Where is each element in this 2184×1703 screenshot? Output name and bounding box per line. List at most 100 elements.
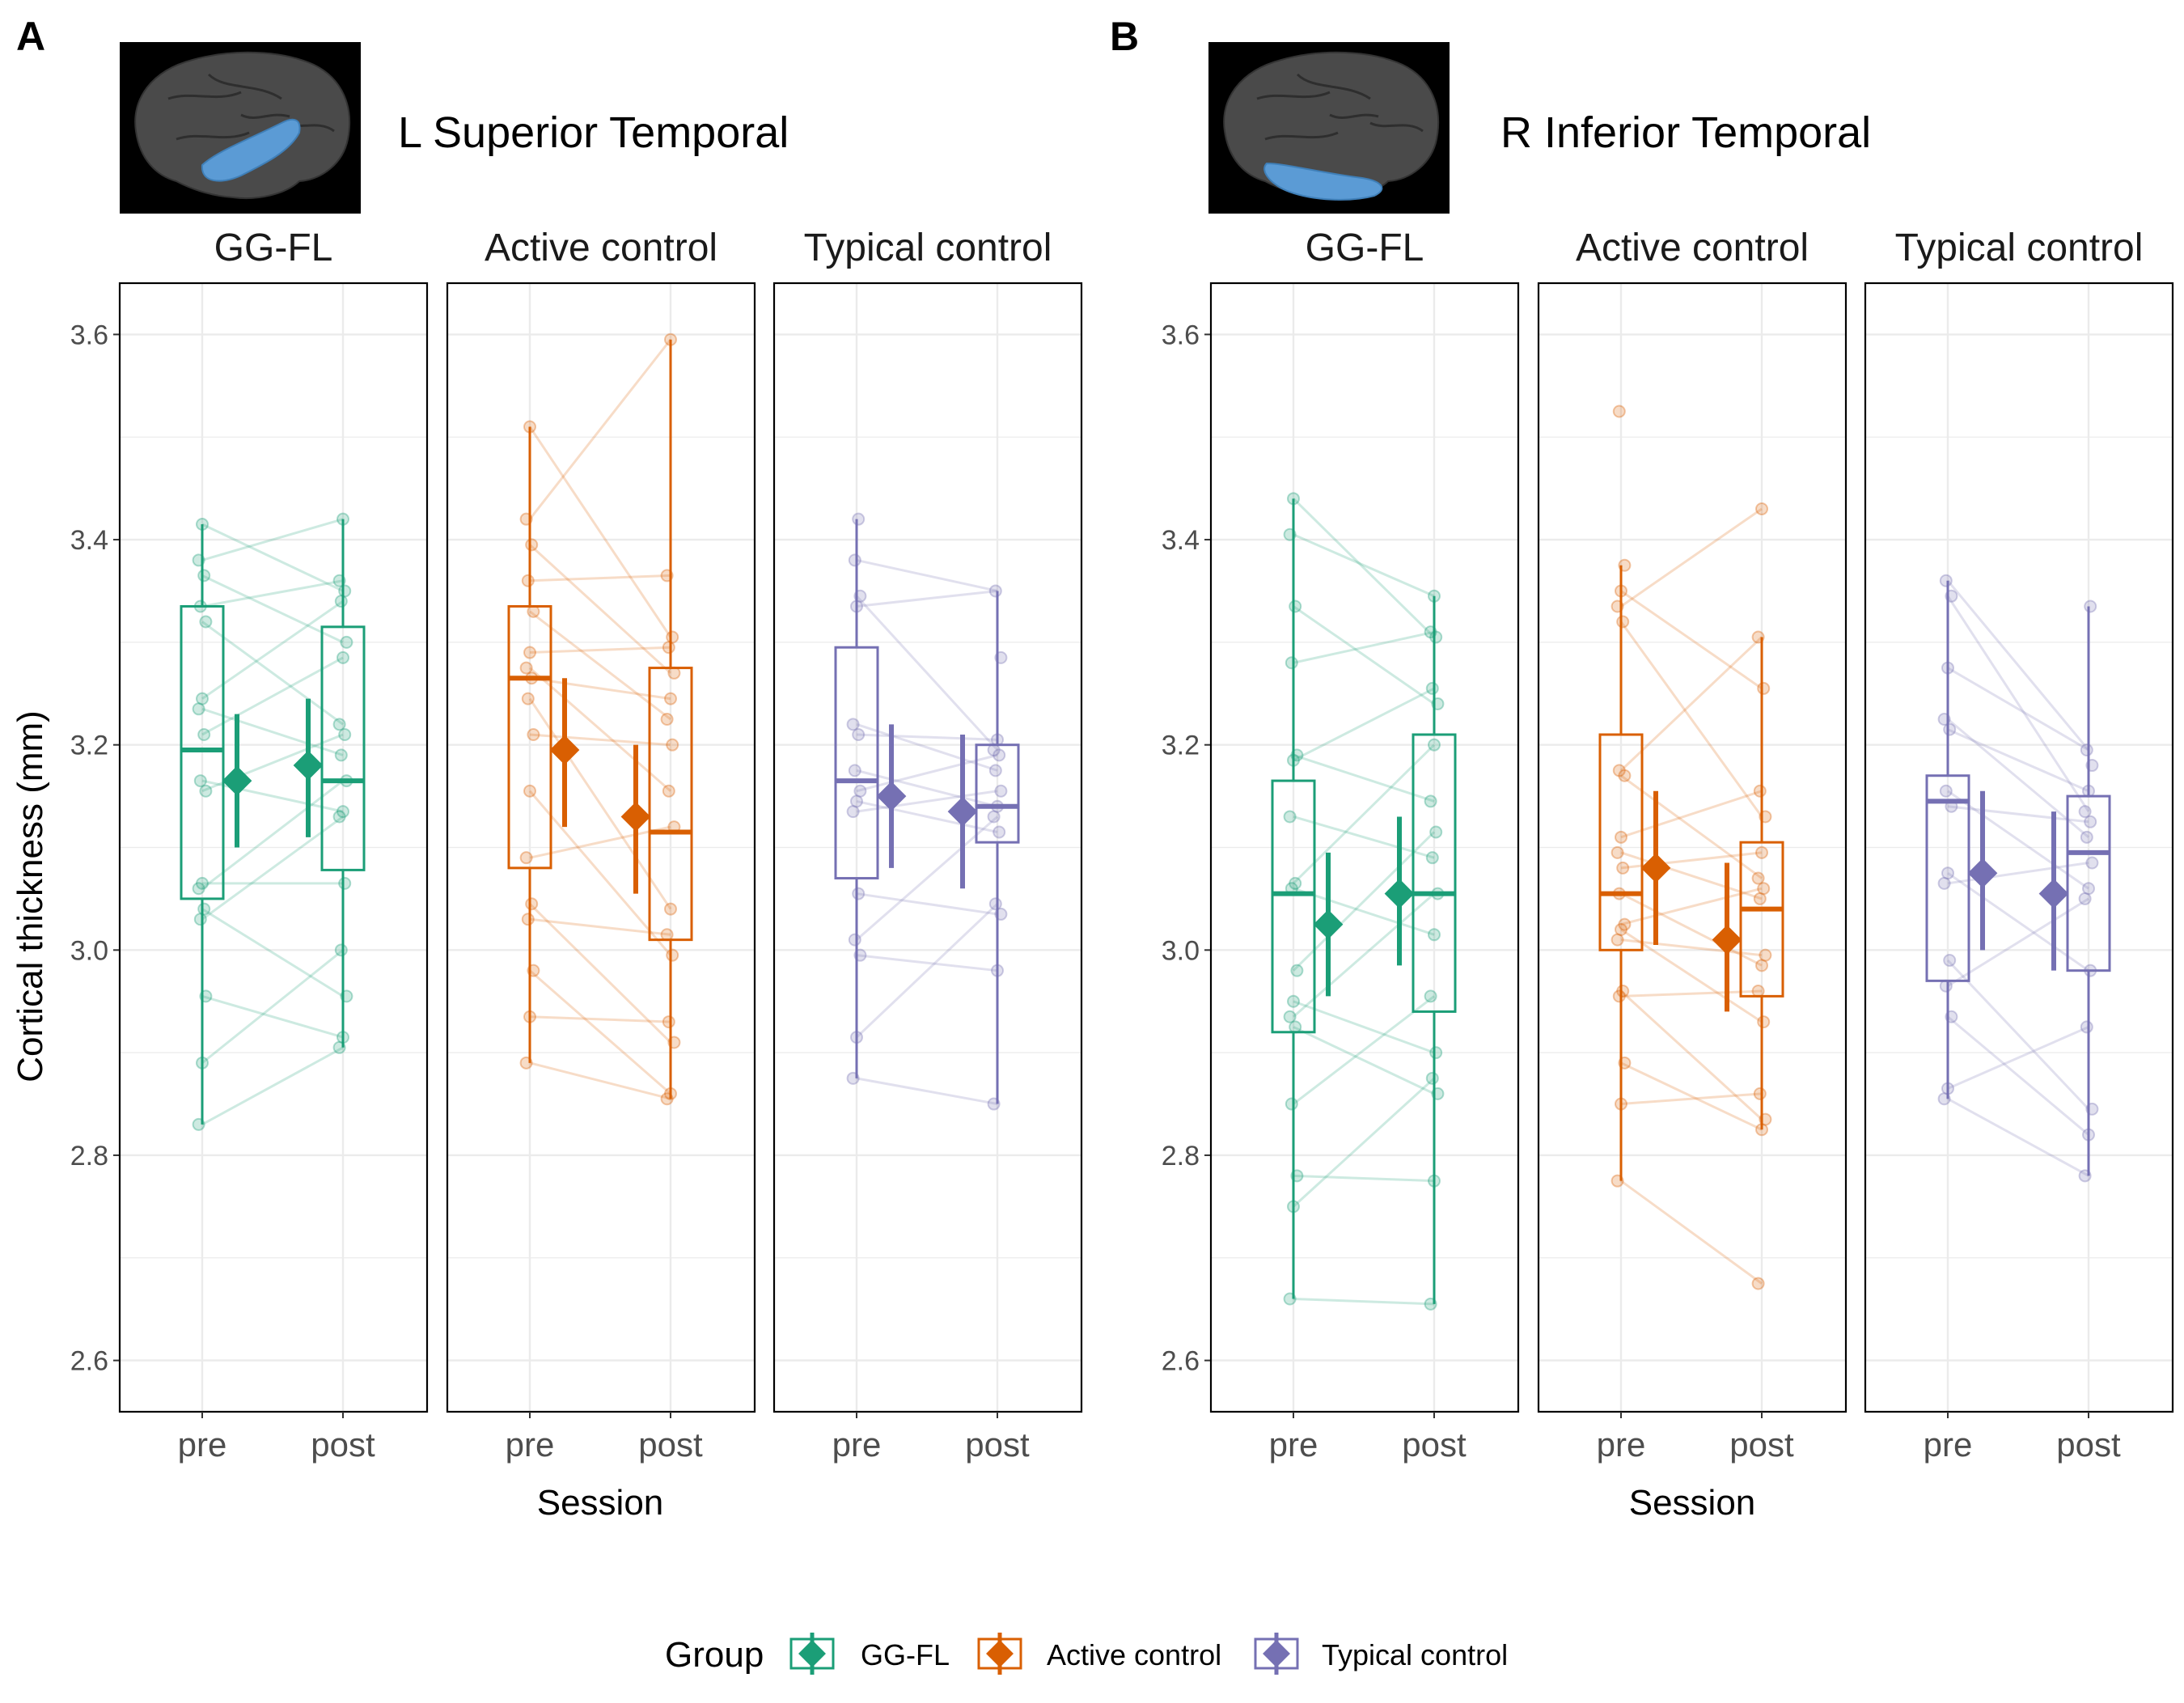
- panel-a-active-control-point-post: [666, 738, 679, 752]
- panel-b-typical-control-point-post: [2082, 882, 2095, 896]
- panel-b-active-control-pair-line: [1619, 636, 1763, 772]
- panel-b-gg-fl-point-pre: [1285, 656, 1298, 670]
- panel-a-active-control-pair-line: [529, 574, 671, 582]
- panel-b-active-control-pair-line: [1620, 774, 1763, 879]
- panel-a-gg-fl-point-pre: [196, 692, 209, 705]
- panel-b-typical-control-facet: [1864, 282, 2174, 1413]
- panel-a-typical-control-point-post: [993, 748, 1006, 762]
- panel-a-active-control-point-post: [664, 333, 677, 346]
- panel-b-active-control-point-post: [1755, 1123, 1768, 1137]
- panel-a-active-control-pair-line: [528, 426, 672, 638]
- panel-a-typical-control-point-pre: [853, 948, 867, 962]
- panel-b-typical-control-box-pre: [1925, 774, 1970, 982]
- panel-a-active-control-point-pre: [521, 574, 535, 587]
- panel-a-gg-fl-point-post: [338, 876, 352, 890]
- panel-a-typical-control-pair-line: [856, 799, 998, 833]
- panel-a-gg-fl-point-pre: [199, 784, 213, 798]
- panel-b-gg-fl-point-post: [1431, 1087, 1445, 1100]
- panel-b-active-control-pair-line: [1619, 621, 1763, 818]
- panel-a-typical-control-pair-line: [856, 1077, 998, 1106]
- panel-b-y-tick-label: 3.6: [1162, 320, 1200, 350]
- panel-a-gg-fl-strip-label: GG-FL: [214, 227, 333, 269]
- panel-a-active-control-pair-line: [529, 969, 671, 1095]
- panel-a-typical-control-point-pre: [848, 764, 861, 777]
- panel-b-active-control-pair-line: [1620, 790, 1763, 839]
- panel-a-typical-control-point-post: [988, 897, 1002, 911]
- panel-a-typical-control-point-pre: [848, 553, 861, 567]
- panel-a-typical-control-point-post: [993, 825, 1006, 839]
- panel-a-y-tick-label: 2.8: [70, 1141, 108, 1171]
- panel-b-typical-control-pair-line: [1947, 871, 2089, 972]
- panel-b-active-control-box-pre: [1598, 733, 1644, 951]
- panel-b-typical-control-point-post: [2085, 759, 2099, 773]
- panel-a-typical-control-point-pre: [850, 599, 863, 613]
- panel-b-typical-control-point-pre: [1945, 799, 1958, 813]
- panel-a-gg-fl-pair-line: [201, 779, 344, 890]
- panel-b-gg-fl-strip-label: GG-FL: [1306, 227, 1424, 269]
- panel-a-gg-fl-point-post: [332, 574, 346, 587]
- panel-a-active-control-point-pre: [523, 1010, 536, 1023]
- plots-layer: 2.6 2.8 3.0 3.2 3.4 3.6 GG-FL pre post Active con…: [70, 227, 2174, 1464]
- panel-a-active-control-point-pre: [527, 728, 540, 741]
- panel-b-active-control-point-post: [1757, 681, 1771, 695]
- panel-a-typical-control-border: [772, 282, 1083, 1413]
- panel-a-active-control-point-post: [664, 902, 677, 916]
- panel-a-active-control-point-pre: [521, 913, 535, 926]
- panel-a-gg-fl-pair-line: [201, 779, 344, 813]
- panel-b-gg-fl-point-post: [1425, 681, 1439, 695]
- legend-key-gg-fl: [789, 1633, 835, 1675]
- panel-a-active-control-strip-label: Active control: [485, 227, 717, 269]
- panel-b-gg-fl-point-post: [1424, 625, 1437, 639]
- panel-a-active-control-pair-line: [528, 338, 672, 520]
- panel-b-gg-fl-border: [1209, 282, 1520, 1413]
- panel-a-active-control-point-post: [666, 948, 679, 962]
- panel-b-gg-fl-point-post: [1424, 794, 1437, 808]
- panel-a-active-control-pair-line: [529, 646, 671, 655]
- panel-a-gg-fl-point-post: [340, 989, 353, 1003]
- panel-b-active-control-point-pre: [1616, 861, 1630, 875]
- panel-a-gg-fl-pair-line: [201, 815, 344, 921]
- panel-b-active-control-point-post: [1753, 1087, 1767, 1100]
- panel-a-active-control-x-tick-label-post: post: [638, 1426, 703, 1464]
- panel-b-active-control-point-post: [1759, 1112, 1772, 1126]
- panel-b-typical-control-pair-line: [1946, 595, 2090, 812]
- panel-a-active-control-pair-line: [529, 1015, 671, 1023]
- panel-b-gg-fl-pair-line: [1293, 887, 1435, 936]
- panel-a-typical-control-point-post: [987, 743, 1001, 757]
- panel-b-typical-control-point-post: [2084, 964, 2097, 977]
- panel-b-active-control-point-pre: [1610, 599, 1624, 613]
- panel-b-gg-fl-pair-line: [1293, 1026, 1435, 1095]
- panel-a-gg-fl-point-post: [334, 748, 348, 762]
- panel-b-active-control-point-post: [1759, 948, 1772, 962]
- panel-b-gg-fl-point-pre: [1290, 964, 1304, 977]
- panel-b-active-control-point-post: [1751, 985, 1765, 998]
- panel-b-gg-fl-point-post: [1428, 1174, 1441, 1188]
- panel-a-gg-fl-point-pre: [197, 902, 211, 916]
- panel-a-active-control-point-post: [660, 712, 674, 726]
- panel-b-typical-control-pair-line: [1947, 1015, 2089, 1136]
- panel-a-active-control-pair-line: [529, 667, 671, 792]
- panel-a-typical-control-pair-line: [856, 790, 998, 813]
- panel-b-typical-control-point-pre: [1937, 876, 1951, 890]
- panel-a-y-tick-label: 2.6: [70, 1346, 108, 1377]
- panel-b-typical-control-pair-line: [1946, 959, 2090, 1110]
- panel-a-gg-fl-pair-line: [201, 599, 344, 700]
- panel-a-gg-fl-box-post: [320, 625, 366, 871]
- panel-b-active-control-pair-line: [1620, 1061, 1763, 1131]
- panel-a-gg-fl-pair-line: [201, 574, 344, 644]
- panel-b-active-control-pair-line: [1620, 989, 1763, 998]
- panel-b-typical-control-pair-line: [1947, 790, 2089, 890]
- panel-a-gg-fl-point-pre: [192, 553, 205, 567]
- panel-a-gg-fl-pair-line: [201, 908, 344, 998]
- panel-b-y-tick-label: 3.2: [1162, 731, 1200, 761]
- panel-b-active-control-box-post: [1739, 841, 1784, 998]
- panel-a-active-control-border: [446, 282, 756, 1413]
- panel-b-gg-fl-point-post: [1425, 851, 1439, 865]
- panel-b-y-tick-label: 2.8: [1162, 1141, 1200, 1171]
- panel-a-typical-control-x-tick-label-post: post: [965, 1426, 1030, 1464]
- panel-b-active-control-point-pre: [1616, 615, 1630, 629]
- panel-a-gg-fl-pair-line: [201, 621, 344, 726]
- panel-b-gg-fl-pair-line: [1293, 533, 1435, 598]
- panel-b-active-control-mean-diamond-pre: [1640, 853, 1671, 883]
